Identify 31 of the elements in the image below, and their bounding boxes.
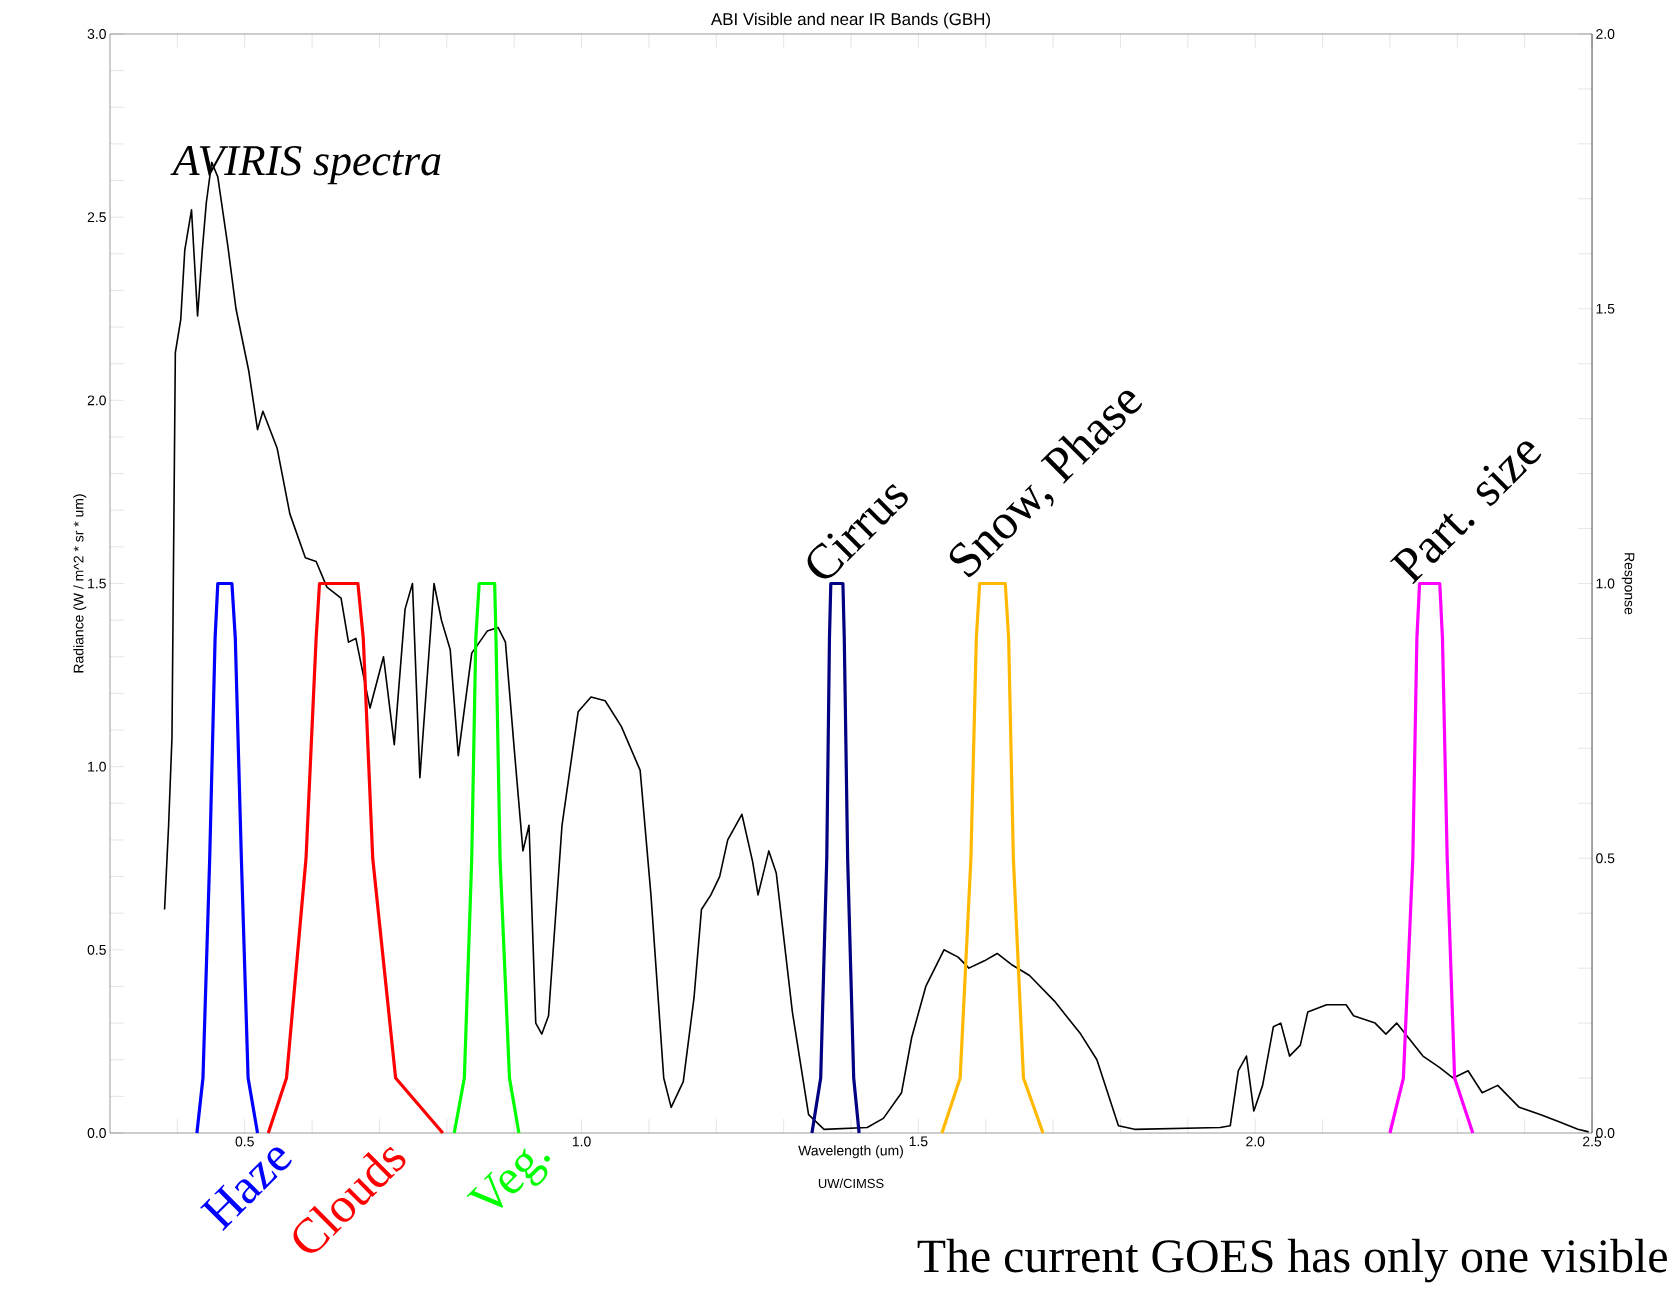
x-tick-label: 1.5 bbox=[909, 1136, 928, 1147]
text: UW/CIMSS bbox=[818, 1178, 884, 1189]
y-axis-title: Radiance (W / m^2 * sr * um) bbox=[73, 494, 87, 673]
y-tick-label: 2.5 bbox=[87, 212, 106, 223]
text: The current GOES has only one visible bbox=[917, 1238, 1667, 1283]
y-tick-label: 0.0 bbox=[87, 1128, 106, 1138]
series-label: AVIRIS spectra bbox=[170, 145, 441, 185]
line-series bbox=[266, 581, 445, 1135]
y2-axis-title: Response bbox=[1621, 553, 1635, 615]
y2-tick-label: 2.0 bbox=[1596, 29, 1615, 39]
x-tick-label: 2.0 bbox=[1246, 1136, 1265, 1147]
x-axis-title: Wavelength (um) bbox=[798, 1145, 903, 1159]
y-tick-label: 2.0 bbox=[87, 395, 106, 406]
x-tick-label: 2.5 bbox=[1583, 1136, 1602, 1147]
line-series bbox=[810, 581, 861, 1135]
y2-tick-label: 0.0 bbox=[1596, 1128, 1615, 1138]
x-tick-label: 1.0 bbox=[572, 1136, 591, 1147]
y-tick-label: 3.0 bbox=[87, 29, 106, 39]
text: Veg. bbox=[466, 1148, 550, 1208]
y2-tick-label: 1.0 bbox=[1596, 578, 1615, 589]
chart-title: ABI Visible and near IR Bands (GBH) bbox=[710, 12, 991, 29]
y-tick-label: 1.5 bbox=[88, 578, 106, 589]
annotation: Part. size bbox=[1389, 441, 1542, 585]
y2-tick-label: 0.5 bbox=[1596, 853, 1615, 864]
y2-tick-label: 1.5 bbox=[1596, 303, 1615, 314]
line-series bbox=[940, 581, 1045, 1135]
line-series bbox=[195, 581, 260, 1135]
x-tick-label: 0.5 bbox=[235, 1136, 254, 1147]
y-tick-label: 1.0 bbox=[88, 761, 106, 772]
line-series bbox=[452, 581, 521, 1135]
y-tick-label: 0.5 bbox=[87, 944, 106, 955]
